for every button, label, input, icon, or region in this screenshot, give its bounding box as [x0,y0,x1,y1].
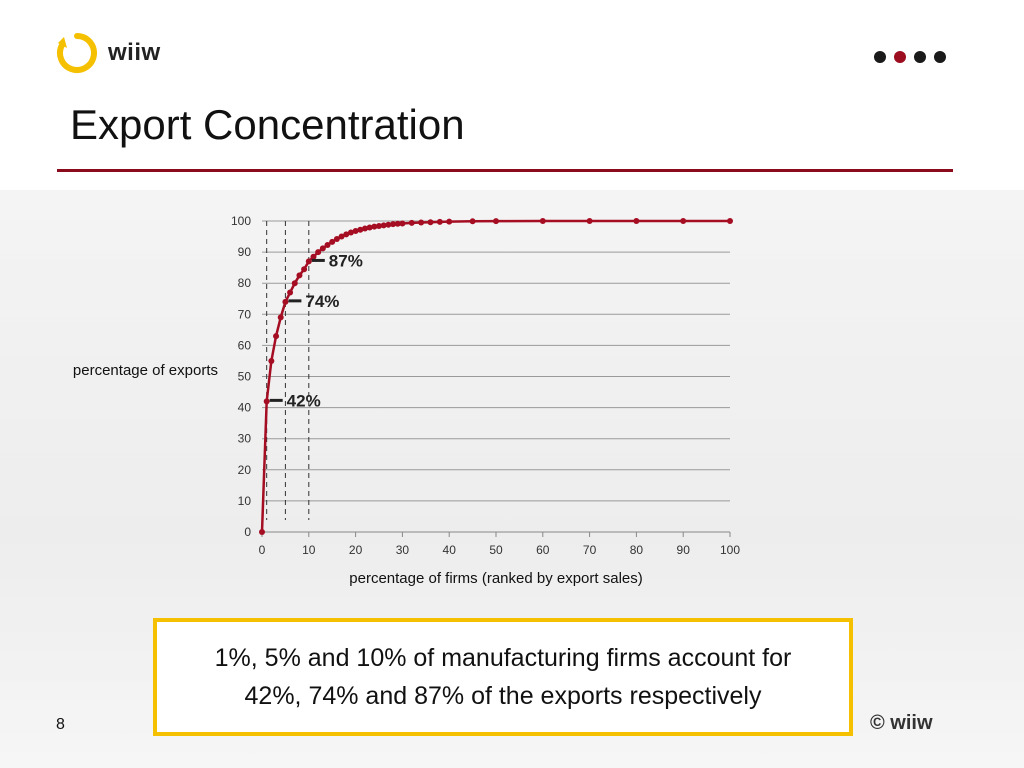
x-tick-label-80: 80 [630,543,644,557]
nav-dot-1[interactable] [874,51,886,63]
data-point [329,238,336,245]
data-point [633,218,640,224]
data-point [268,357,275,364]
data-point [493,218,499,225]
data-point [263,398,270,405]
data-point [343,231,350,238]
logo-text: wiiw [108,39,161,66]
x-tick-label-100: 100 [720,543,740,557]
data-point [305,258,312,265]
data-point [399,220,406,227]
data-point [352,227,359,234]
data-point [315,249,322,256]
reference-lines [266,221,310,520]
data-point [273,333,280,340]
summary-callout: 1%, 5% and 10% of manufacturing firms ac… [153,618,853,736]
data-point [291,280,298,287]
annotation-label-10: 87% [329,251,363,270]
data-point [469,218,476,225]
wiiw-logo: wiiw [56,32,161,74]
data-point [366,224,373,231]
data-point [282,298,289,305]
nav-dot-3[interactable] [914,51,926,63]
export-concentration-chart: 0 10 20 30 40 50 60 70 80 90 100 0 10 20 30 40 50 60 70 80… [73,214,740,587]
x-tick-label-60: 60 [536,543,550,557]
x-tick-label-10: 10 [302,543,316,557]
y-tick-label-100: 100 [231,214,251,228]
x-tick-label-70: 70 [583,543,597,557]
callout-line-1: 1%, 5% and 10% of manufacturing firms ac… [214,644,792,672]
y-tick-label-0: 0 [244,525,251,539]
nav-dot-2[interactable] [894,51,906,63]
page-title: Export Concentration [70,101,465,148]
data-point [385,221,392,228]
data-point [324,241,331,248]
data-point [586,218,593,224]
x-tick-labels: 0 10 20 30 40 50 60 70 80 90 100 [259,532,740,557]
y-tick-label-10: 10 [238,494,252,508]
data-point [277,314,284,321]
data-point [418,219,425,226]
y-tick-label-90: 90 [238,245,252,259]
annotation-label-1: 42% [287,391,321,410]
y-tick-label-60: 60 [238,338,252,352]
data-point [371,223,378,230]
x-tick-label-90: 90 [677,543,691,557]
data-series [259,218,733,535]
data-point [436,218,443,225]
data-point [287,289,294,296]
wiiw-logo-icon [57,33,97,73]
data-point [380,222,387,229]
x-axis-label: percentage of firms (ranked by export sa… [349,570,642,587]
y-tick-label-70: 70 [238,307,252,321]
data-point [338,233,345,240]
data-point [427,219,434,226]
y-tick-label-80: 80 [238,276,252,290]
data-point [408,219,415,226]
data-point [259,529,265,535]
nav-dot-4[interactable] [934,51,946,63]
x-tick-label-0: 0 [259,543,266,557]
data-point [727,218,733,224]
data-point [680,218,687,224]
x-tick-label-20: 20 [349,543,363,557]
y-tick-label-20: 20 [238,463,252,477]
data-point [539,218,546,224]
y-tick-labels: 0 10 20 30 40 50 60 70 80 90 100 [231,214,251,539]
data-point [394,220,401,227]
x-tick-label-40: 40 [443,543,457,557]
data-point [376,222,382,229]
data-point [390,221,397,228]
copyright-notice: © wiiw [870,712,933,734]
slide-nav-dots [874,51,946,63]
data-point [446,218,453,225]
page-number: 8 [56,716,65,733]
y-axis-label: percentage of exports [73,362,218,379]
data-point [347,229,354,236]
data-point [357,226,364,233]
x-tick-label-30: 30 [396,543,410,557]
y-tick-label-50: 50 [238,370,252,384]
data-point [310,253,317,260]
y-tick-label-30: 30 [238,432,252,446]
data-point [333,236,340,243]
data-point [301,266,308,273]
annotation-label-5: 74% [305,292,339,311]
annotations: 42% 74% 87% [269,251,363,410]
title-divider [57,169,953,172]
data-point [361,225,368,232]
y-tick-label-40: 40 [238,401,252,415]
data-point [319,245,326,252]
data-point [296,272,303,279]
x-tick-label-50: 50 [489,543,503,557]
callout-line-2: 42%, 74% and 87% of the exports respecti… [244,682,762,710]
